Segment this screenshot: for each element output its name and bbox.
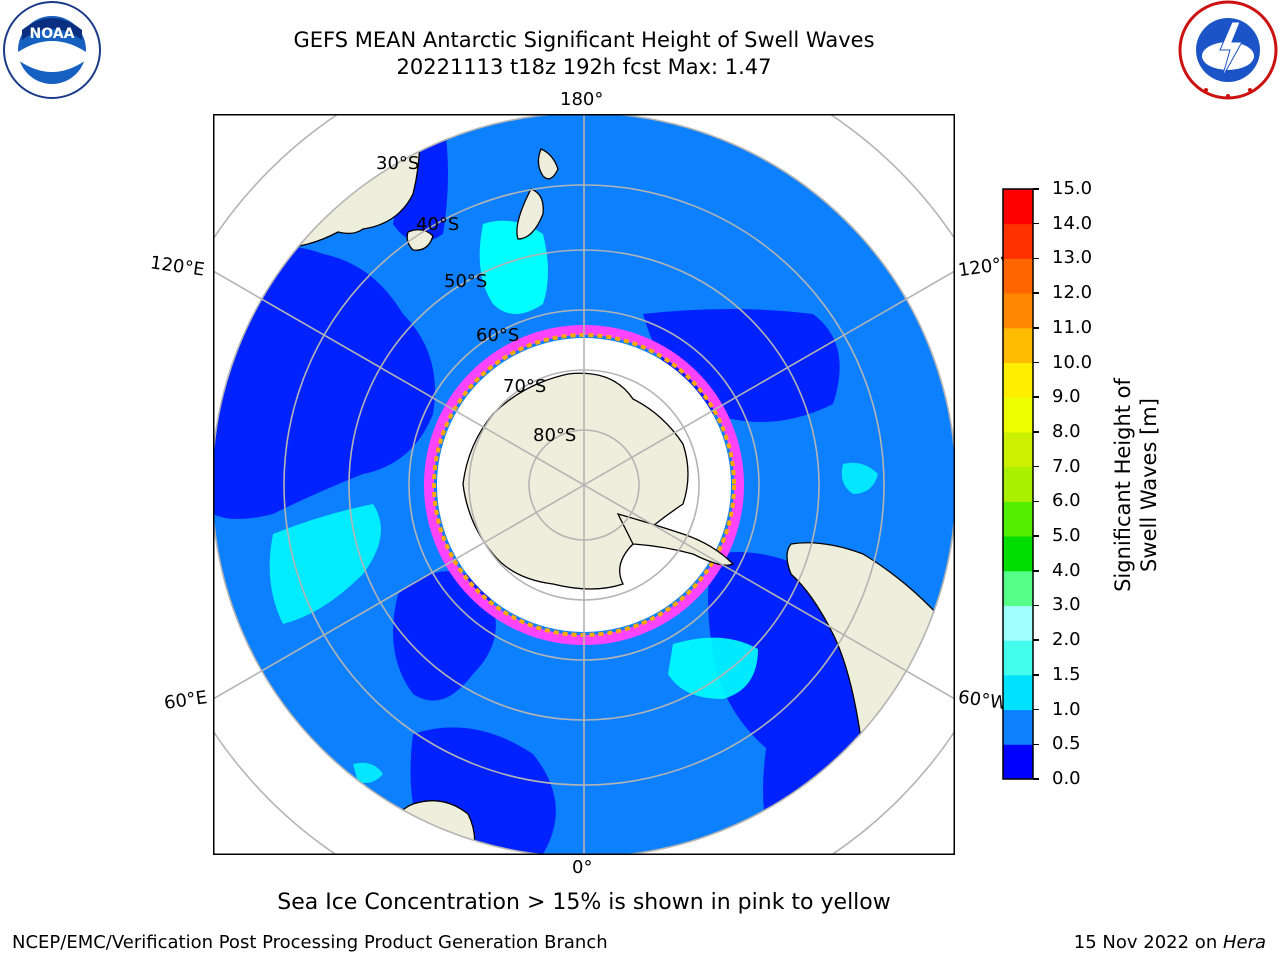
chart-subtitle: 20221113 t18z 192h fcst Max: 1.47 bbox=[396, 55, 772, 79]
lat-label-40s: 40°S bbox=[416, 214, 460, 235]
swell-patch-pacific bbox=[841, 462, 878, 494]
colorbar-tick-label: 1.5 bbox=[1052, 663, 1081, 685]
colorbar-tick-label: 4.0 bbox=[1052, 559, 1081, 581]
colorbar-tick-mark bbox=[1033, 743, 1039, 746]
colorbar-tick-mark bbox=[1033, 222, 1039, 225]
colorbar-tick-mark bbox=[1033, 674, 1039, 676]
sea-ice-note: Sea Ice Concentration > 15% is shown in … bbox=[277, 890, 891, 915]
colorbar-segment bbox=[1003, 431, 1033, 468]
colorbar-label: Significant Height of Swell Waves [m] bbox=[1111, 378, 1161, 592]
colorbar-tick-mark bbox=[1033, 327, 1039, 329]
lon-label-120e: 120°E bbox=[148, 252, 206, 281]
colorbar-tick-label: 3.0 bbox=[1052, 594, 1081, 616]
lat-label-80s: 80°S bbox=[533, 425, 577, 446]
national-weather-service-logo-icon bbox=[1178, 0, 1278, 100]
colorbar-tick-mark bbox=[1033, 604, 1039, 607]
colorbar-tick-mark bbox=[1033, 188, 1039, 190]
colorbar-segment bbox=[1003, 501, 1033, 537]
graticule bbox=[213, 114, 955, 855]
land-antarctic-peninsula bbox=[616, 512, 735, 566]
svg-text:NOAA: NOAA bbox=[30, 26, 75, 42]
colorbar-segment bbox=[1003, 674, 1033, 711]
polar-map bbox=[213, 114, 955, 855]
colorbar-tick-label: 10.0 bbox=[1052, 351, 1093, 373]
colorbar-tick-label: 7.0 bbox=[1052, 455, 1081, 477]
colorbar-segment bbox=[1003, 605, 1033, 641]
colorbar-tick-mark bbox=[1033, 639, 1039, 641]
colorbar-tick-mark bbox=[1033, 465, 1039, 468]
lat-label-30s: 30°S bbox=[376, 153, 420, 174]
swell-patch-south-atlantic bbox=[668, 637, 758, 699]
colorbar-tick-mark bbox=[1033, 396, 1039, 398]
colorbar-tick-mark bbox=[1033, 778, 1039, 780]
land-new-zealand-north bbox=[537, 148, 559, 180]
land-new-zealand-south bbox=[516, 188, 544, 240]
colorbar-tick-mark bbox=[1033, 708, 1039, 711]
colorbar-tick-label: 14.0 bbox=[1052, 212, 1093, 234]
colorbar-tick-label: 12.0 bbox=[1052, 282, 1093, 304]
lon-label-180: 180° bbox=[560, 89, 604, 110]
colorbar-segment bbox=[1003, 744, 1033, 780]
colorbar-tick-label: 1.0 bbox=[1052, 698, 1081, 720]
colorbar-segment bbox=[1003, 223, 1033, 259]
machine-name: Hera bbox=[1222, 932, 1266, 953]
colorbar-tick-label: 0.0 bbox=[1052, 768, 1081, 789]
colorbar-segment bbox=[1003, 640, 1033, 676]
noaa-logo-icon: NOAA bbox=[3, 1, 101, 99]
low-swell-region-west bbox=[393, 571, 496, 701]
colorbar-tick-label: 15.0 bbox=[1052, 178, 1093, 199]
run-date-credit: 15 Nov 2022 on Hera bbox=[1074, 932, 1266, 953]
colorbar-segment bbox=[1003, 570, 1033, 606]
lat-label-60s: 60°S bbox=[476, 325, 520, 346]
colorbar-tick-mark bbox=[1033, 535, 1039, 537]
colorbar-tick-mark bbox=[1033, 257, 1039, 260]
lat-label-70s: 70°S bbox=[503, 376, 547, 397]
colorbar-tick-label: 13.0 bbox=[1052, 247, 1093, 269]
colorbar-tick-label: 5.0 bbox=[1052, 525, 1081, 547]
colorbar-segment bbox=[1003, 189, 1033, 225]
colorbar bbox=[1002, 188, 1034, 780]
colorbar-segment bbox=[1003, 293, 1033, 329]
colorbar-tick-label: 2.0 bbox=[1052, 629, 1081, 651]
lon-label-0: 0° bbox=[572, 857, 593, 878]
colorbar-tick-label: 11.0 bbox=[1052, 316, 1093, 338]
colorbar-segment bbox=[1003, 397, 1033, 433]
colorbar-tick-label: 6.0 bbox=[1052, 490, 1081, 512]
low-swell-region-tasman bbox=[393, 114, 448, 242]
swell-patch-indian-ocean bbox=[269, 504, 381, 624]
colorbar-tick-mark bbox=[1033, 431, 1039, 433]
producer-credit: NCEP/EMC/Verification Post Processing Pr… bbox=[12, 932, 608, 953]
swell-patch-new-zealand bbox=[479, 220, 548, 314]
colorbar-segment bbox=[1003, 709, 1033, 745]
low-swell-region-indian bbox=[213, 246, 435, 519]
lat-label-50s: 50°S bbox=[444, 271, 488, 292]
colorbar-tick-label: 0.5 bbox=[1052, 733, 1081, 755]
colorbar-segment bbox=[1003, 466, 1033, 502]
colorbar-tick-mark bbox=[1033, 500, 1039, 503]
map-border bbox=[213, 114, 955, 855]
colorbar-tick-label: 8.0 bbox=[1052, 420, 1081, 442]
chart-title: GEFS MEAN Antarctic Significant Height o… bbox=[293, 28, 875, 52]
colorbar-tick-label: 9.0 bbox=[1052, 386, 1081, 408]
swell-patch-south bbox=[353, 762, 383, 783]
lon-label-60e: 60°E bbox=[162, 687, 209, 714]
colorbar-tick-mark bbox=[1033, 292, 1039, 294]
colorbar-tick-mark bbox=[1033, 570, 1039, 572]
colorbar-segment bbox=[1003, 536, 1033, 572]
colorbar-segment bbox=[1003, 362, 1033, 398]
run-date: 15 Nov 2022 on bbox=[1073, 932, 1223, 953]
colorbar-segment bbox=[1003, 258, 1033, 294]
colorbar-tick-mark bbox=[1033, 361, 1039, 364]
colorbar-segment bbox=[1003, 327, 1033, 364]
